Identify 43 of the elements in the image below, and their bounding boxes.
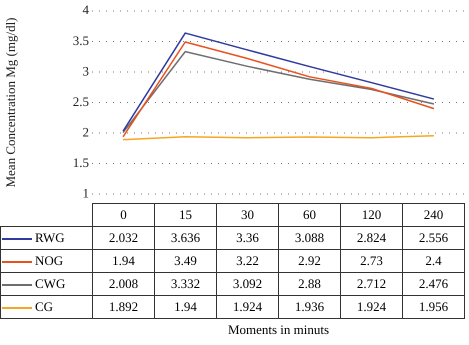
data-label: 3.636 bbox=[154, 226, 216, 250]
y-axis-title: Mean Concentration Mg (mg/dl) bbox=[3, 17, 18, 188]
legend-label: RWG bbox=[0, 226, 92, 250]
data-label: 2.556 bbox=[402, 226, 464, 250]
data-label: 2.476 bbox=[402, 272, 464, 296]
data-label: 1.892 bbox=[92, 296, 154, 318]
data-label: 2.712 bbox=[340, 272, 402, 296]
data-label: 3.36 bbox=[216, 226, 278, 250]
data-label: 3.22 bbox=[216, 250, 278, 272]
legend-label: CWG bbox=[0, 272, 92, 296]
x-tick-label: 60 bbox=[278, 204, 340, 226]
data-label: 3.092 bbox=[216, 272, 278, 296]
y-tick-label: 1 bbox=[82, 186, 89, 201]
x-tick-label: 120 bbox=[340, 204, 402, 226]
data-label: 2.032 bbox=[92, 226, 154, 250]
data-label: 2.008 bbox=[92, 272, 154, 296]
y-tick-label: 1.5 bbox=[72, 155, 89, 170]
y-tick-label: 3 bbox=[82, 63, 89, 78]
data-label: 2.824 bbox=[340, 226, 402, 250]
text: Moments in minuts bbox=[226, 322, 330, 338]
data-label: 1.956 bbox=[402, 296, 464, 318]
data-label: 3.49 bbox=[154, 250, 216, 272]
data-label: 2.4 bbox=[402, 250, 464, 272]
data-label: 3.088 bbox=[278, 226, 340, 250]
data-label: 2.88 bbox=[278, 272, 340, 296]
y-tick-label: 2.5 bbox=[72, 94, 89, 109]
y-tick-label: 2 bbox=[82, 124, 89, 140]
x-tick-label: 15 bbox=[154, 204, 216, 226]
x-tick-label: 30 bbox=[216, 204, 278, 226]
data-label: 1.94 bbox=[92, 250, 154, 272]
y-tick-label: 4 bbox=[82, 2, 90, 18]
data-label: 2.73 bbox=[340, 250, 402, 272]
legend-label: NOG bbox=[0, 250, 92, 272]
data-label: 3.332 bbox=[154, 272, 216, 296]
legend-label: CG bbox=[0, 296, 92, 318]
data-label: 1.936 bbox=[278, 296, 340, 318]
data-label: 2.92 bbox=[278, 250, 340, 272]
data-label: 1.94 bbox=[154, 296, 216, 318]
x-tick-label: 0 bbox=[92, 204, 154, 226]
data-label: 1.924 bbox=[216, 296, 278, 318]
y-tick-label: 3.5 bbox=[72, 32, 89, 48]
x-tick-label: 240 bbox=[402, 204, 464, 226]
data-label: 1.924 bbox=[340, 296, 402, 318]
